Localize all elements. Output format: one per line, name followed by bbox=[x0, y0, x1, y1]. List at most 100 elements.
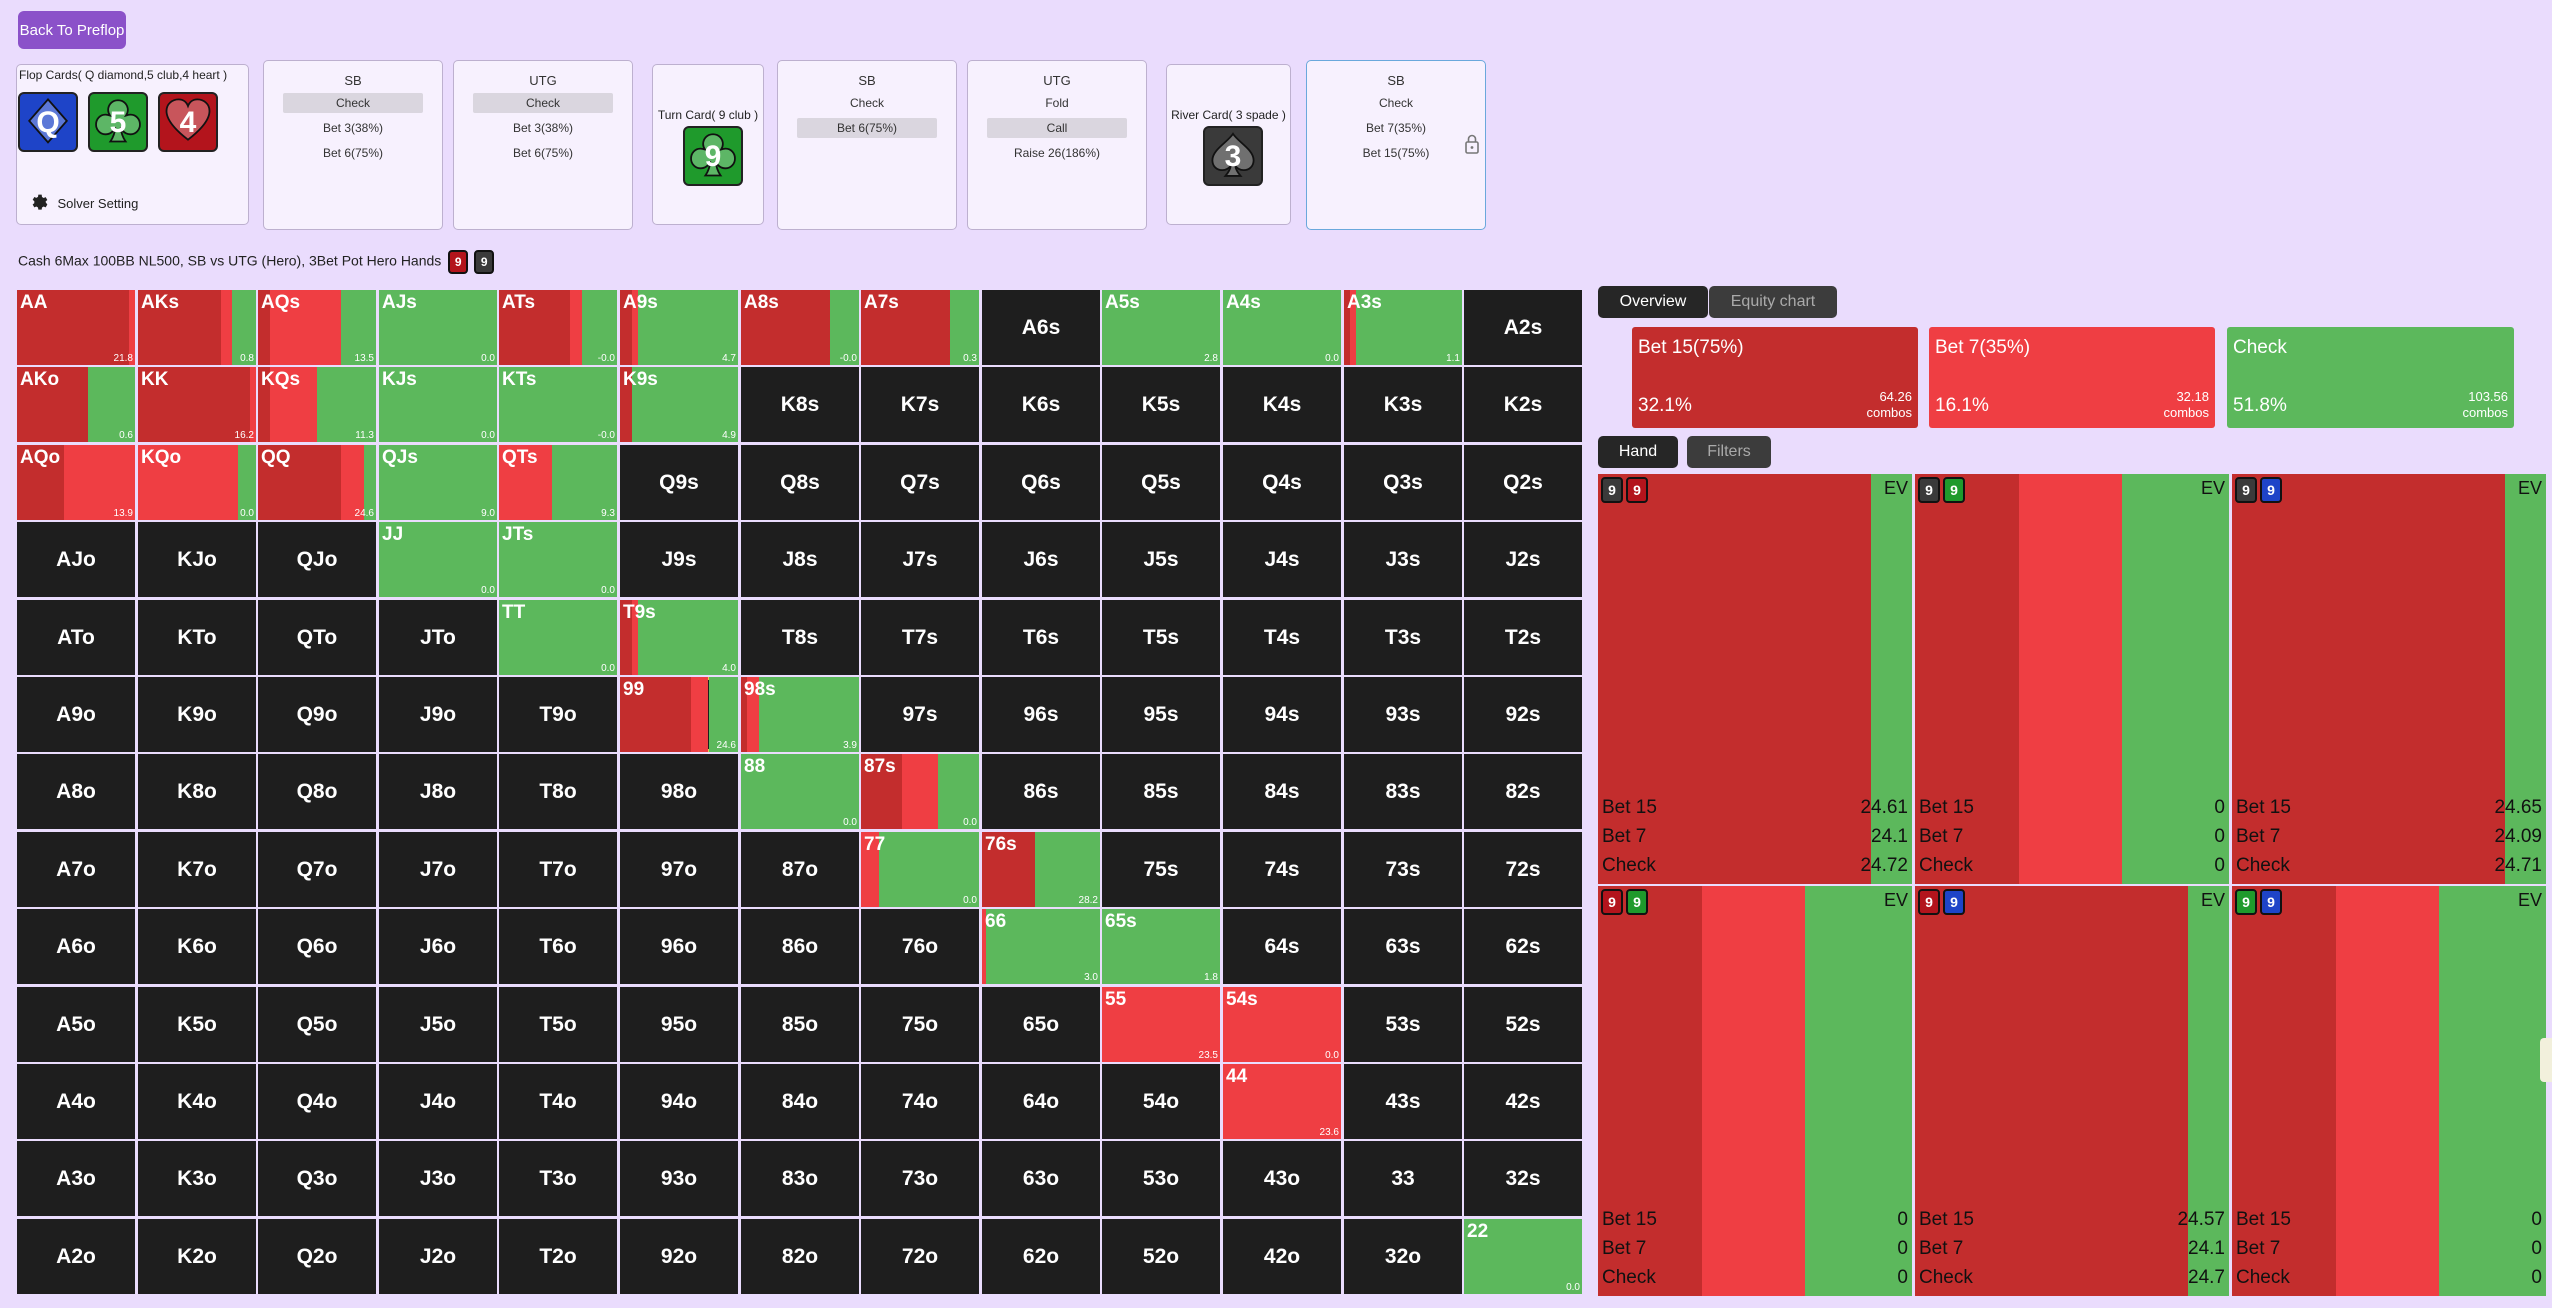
hand-cell-65o[interactable]: 65o bbox=[982, 987, 1100, 1062]
hand-cell-93s[interactable]: 93s bbox=[1344, 677, 1462, 752]
hand-cell-q6o[interactable]: Q6o bbox=[258, 909, 376, 984]
hand-cell-k5s[interactable]: K5s bbox=[1102, 367, 1220, 442]
hand-cell-ats[interactable]: -0.0 ATs bbox=[499, 290, 617, 365]
hand-cell-62o[interactable]: 62o bbox=[982, 1219, 1100, 1294]
action-option-call[interactable]: Call bbox=[987, 118, 1127, 138]
hand-cell-j3s[interactable]: J3s bbox=[1344, 522, 1462, 597]
hand-cell-43s[interactable]: 43s bbox=[1344, 1064, 1462, 1139]
hand-cell-j2s[interactable]: J2s bbox=[1464, 522, 1582, 597]
hand-cell-74o[interactable]: 74o bbox=[861, 1064, 979, 1139]
hand-cell-42o[interactable]: 42o bbox=[1223, 1219, 1341, 1294]
hand-cell-aks[interactable]: 0.8 AKs bbox=[138, 290, 256, 365]
tab-filters[interactable]: Filters bbox=[1687, 436, 1771, 468]
hand-cell-73s[interactable]: 73s bbox=[1344, 832, 1462, 907]
hand-cell-74s[interactable]: 74s bbox=[1223, 832, 1341, 907]
hand-cell-t8s[interactable]: T8s bbox=[741, 600, 859, 675]
hand-cell-q7o[interactable]: Q7o bbox=[258, 832, 376, 907]
hand-cell-83o[interactable]: 83o bbox=[741, 1141, 859, 1216]
hand-cell-t5s[interactable]: T5s bbox=[1102, 600, 1220, 675]
action-option-check[interactable]: Check bbox=[1378, 96, 1413, 110]
hand-cell-j6o[interactable]: J6o bbox=[379, 909, 497, 984]
hand-cell-85s[interactable]: 85s bbox=[1102, 754, 1220, 829]
hand-cell-t6o[interactable]: T6o bbox=[499, 909, 617, 984]
hand-cell-a2o[interactable]: A2o bbox=[17, 1219, 135, 1294]
hand-cell-j9s[interactable]: J9s bbox=[620, 522, 738, 597]
combo-panel-3[interactable]: 9 9 EV Bet 15 24.65 Bet 7 24.09 Check 24.71 bbox=[2232, 474, 2546, 884]
hand-cell-k6s[interactable]: K6s bbox=[982, 367, 1100, 442]
hand-cell-a8s[interactable]: -0.0 A8s bbox=[741, 290, 859, 365]
hand-cell-q2s[interactable]: Q2s bbox=[1464, 445, 1582, 520]
hand-cell-82s[interactable]: 82s bbox=[1464, 754, 1582, 829]
hand-cell-jj[interactable]: 0.0 JJ bbox=[379, 522, 497, 597]
hand-cell-q9s[interactable]: Q9s bbox=[620, 445, 738, 520]
hand-cell-63o[interactable]: 63o bbox=[982, 1141, 1100, 1216]
hand-cell-22[interactable]: 0.0 22 bbox=[1464, 1219, 1582, 1294]
lock-icon[interactable] bbox=[1464, 133, 1480, 155]
hand-cell-a6s[interactable]: A6s bbox=[982, 290, 1100, 365]
hand-cell-t9s[interactable]: 4.0 T9s bbox=[620, 600, 738, 675]
hand-cell-kk[interactable]: 16.2 KK bbox=[138, 367, 256, 442]
hand-cell-a2s[interactable]: A2s bbox=[1464, 290, 1582, 365]
hand-cell-66[interactable]: 3.0 66 bbox=[982, 909, 1100, 984]
action-option-bet-6-75[interactable]: Bet 6(75%) bbox=[322, 146, 384, 160]
hand-cell-98o[interactable]: 98o bbox=[620, 754, 738, 829]
hand-cell-qjo[interactable]: QJo bbox=[258, 522, 376, 597]
hand-cell-a7s[interactable]: 0.3 A7s bbox=[861, 290, 979, 365]
hand-cell-a9o[interactable]: A9o bbox=[17, 677, 135, 752]
hand-cell-83s[interactable]: 83s bbox=[1344, 754, 1462, 829]
hand-cell-q4o[interactable]: Q4o bbox=[258, 1064, 376, 1139]
solver-setting-button[interactable]: Solver Setting bbox=[30, 193, 138, 213]
hand-cell-42s[interactable]: 42s bbox=[1464, 1064, 1582, 1139]
hand-cell-96s[interactable]: 96s bbox=[982, 677, 1100, 752]
combo-panel-6[interactable]: 9 9 EV Bet 15 0 Bet 7 0 Check 0 bbox=[2232, 886, 2546, 1296]
hand-cell-aqs[interactable]: 13.5 AQs bbox=[258, 290, 376, 365]
hand-cell-q9o[interactable]: Q9o bbox=[258, 677, 376, 752]
hand-cell-q7s[interactable]: Q7s bbox=[861, 445, 979, 520]
hand-cell-j7o[interactable]: J7o bbox=[379, 832, 497, 907]
hand-cell-32s[interactable]: 32s bbox=[1464, 1141, 1582, 1216]
hand-cell-64s[interactable]: 64s bbox=[1223, 909, 1341, 984]
overview-check[interactable]: Check 51.8% 103.56 combos bbox=[2227, 327, 2514, 428]
hand-cell-87s[interactable]: 0.0 87s bbox=[861, 754, 979, 829]
hand-cell-k8s[interactable]: K8s bbox=[741, 367, 859, 442]
hand-cell-q8s[interactable]: Q8s bbox=[741, 445, 859, 520]
hand-cell-53o[interactable]: 53o bbox=[1102, 1141, 1220, 1216]
action-option-check[interactable]: Check bbox=[849, 96, 884, 110]
hand-cell-85o[interactable]: 85o bbox=[741, 987, 859, 1062]
hand-cell-kqo[interactable]: 0.0 KQo bbox=[138, 445, 256, 520]
hand-cell-76s[interactable]: 28.2 76s bbox=[982, 832, 1100, 907]
hand-cell-99[interactable]: 24.6 99 bbox=[620, 677, 738, 752]
hand-cell-qto[interactable]: QTo bbox=[258, 600, 376, 675]
hand-cell-33[interactable]: 33 bbox=[1344, 1141, 1462, 1216]
hand-cell-54s[interactable]: 0.0 54s bbox=[1223, 987, 1341, 1062]
hand-cell-97s[interactable]: 97s bbox=[861, 677, 979, 752]
hand-cell-t2s[interactable]: T2s bbox=[1464, 600, 1582, 675]
flop-card-1[interactable]: Q bbox=[18, 92, 78, 152]
hand-cell-95o[interactable]: 95o bbox=[620, 987, 738, 1062]
hand-cell-t8o[interactable]: T8o bbox=[499, 754, 617, 829]
hand-cell-ako[interactable]: 0.6 AKo bbox=[17, 367, 135, 442]
hand-cell-65s[interactable]: 1.8 65s bbox=[1102, 909, 1220, 984]
hand-cell-54o[interactable]: 54o bbox=[1102, 1064, 1220, 1139]
hand-cell-k9s[interactable]: 4.9 K9s bbox=[620, 367, 738, 442]
hand-cell-63s[interactable]: 63s bbox=[1344, 909, 1462, 984]
hand-cell-ajo[interactable]: AJo bbox=[17, 522, 135, 597]
hand-cell-75o[interactable]: 75o bbox=[861, 987, 979, 1062]
hand-cell-k6o[interactable]: K6o bbox=[138, 909, 256, 984]
hand-cell-82o[interactable]: 82o bbox=[741, 1219, 859, 1294]
flop-card-2[interactable]: 5 bbox=[88, 92, 148, 152]
hand-cell-t7o[interactable]: T7o bbox=[499, 832, 617, 907]
hand-cell-88[interactable]: 0.0 88 bbox=[741, 754, 859, 829]
hand-cell-kqs[interactable]: 11.3 KQs bbox=[258, 367, 376, 442]
hand-cell-k3s[interactable]: K3s bbox=[1344, 367, 1462, 442]
hand-cell-j5o[interactable]: J5o bbox=[379, 987, 497, 1062]
combo-panel-1[interactable]: 9 9 EV Bet 15 24.61 Bet 7 24.1 Check 24.72 bbox=[1598, 474, 1912, 884]
hand-cell-kjo[interactable]: KJo bbox=[138, 522, 256, 597]
hand-cell-k2o[interactable]: K2o bbox=[138, 1219, 256, 1294]
hand-cell-kts[interactable]: -0.0 KTs bbox=[499, 367, 617, 442]
combo-panel-4[interactable]: 9 9 EV Bet 15 0 Bet 7 0 Check 0 bbox=[1598, 886, 1912, 1296]
hand-cell-55[interactable]: 23.5 55 bbox=[1102, 987, 1220, 1062]
hand-cell-t3o[interactable]: T3o bbox=[499, 1141, 617, 1216]
hand-cell-44[interactable]: 23.6 44 bbox=[1223, 1064, 1341, 1139]
hand-cell-77[interactable]: 0.0 77 bbox=[861, 832, 979, 907]
